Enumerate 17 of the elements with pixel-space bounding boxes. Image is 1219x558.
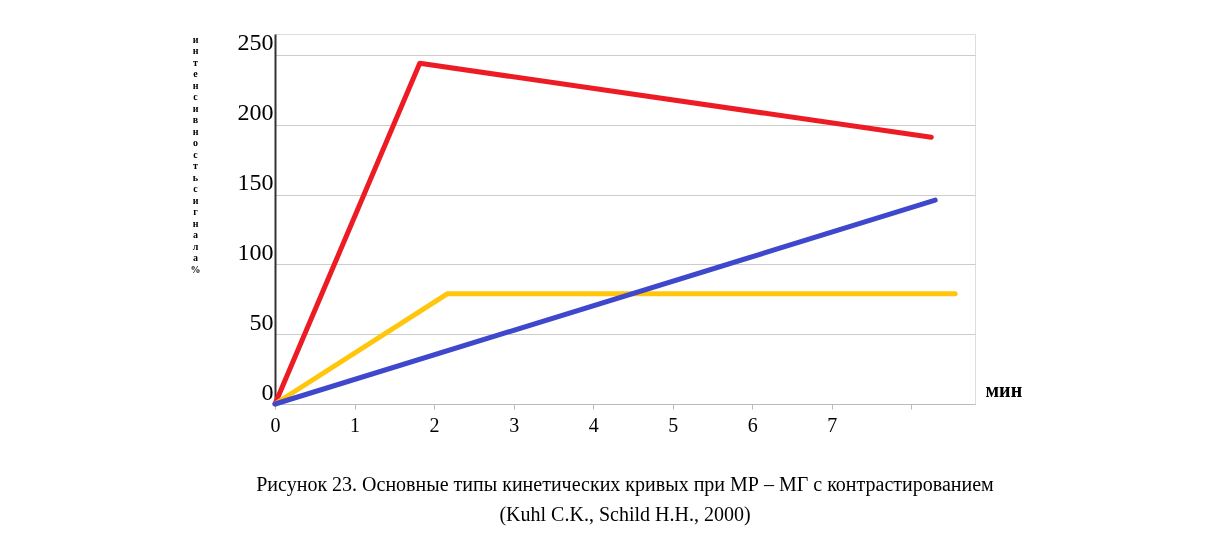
x-tick-label: 7 — [827, 413, 838, 436]
x-tick-label: 1 — [350, 413, 361, 436]
y-tick-label: 50 — [249, 308, 274, 335]
x-tick-label: 5 — [668, 413, 679, 436]
x-axis-title: мин — [985, 378, 1023, 401]
x-tick-label: 2 — [429, 413, 440, 436]
x-tick-label: 4 — [588, 413, 599, 436]
y-tick-label: 250 — [237, 29, 274, 56]
x-tick-label: 3 — [509, 413, 520, 436]
text: интенсивность сигнала % — [190, 33, 201, 275]
y-tick-label: 150 — [237, 169, 274, 196]
y-tick-label: 200 — [237, 99, 274, 126]
y-tick-label: 100 — [237, 238, 274, 265]
y-tick-label: 0 — [261, 378, 274, 405]
text: (Kuhl C.K., Schild H.H., 2000) — [499, 503, 751, 526]
x-tick-label: 6 — [747, 413, 758, 436]
text: Рисунок 23. Основные типы кинетических кривых при МР – МГ с контрастированием — [256, 473, 995, 496]
